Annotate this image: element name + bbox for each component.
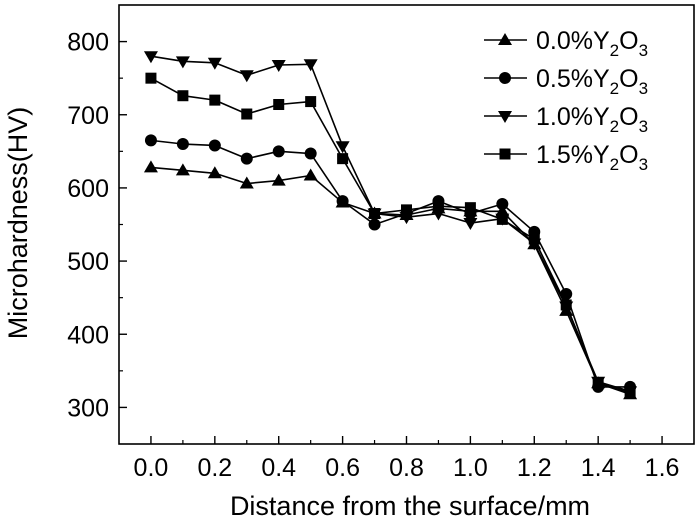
data-point — [495, 204, 510, 217]
legend-label: 1.5%Y2O3 — [536, 141, 648, 174]
data-point — [207, 166, 222, 179]
legend-entry: 1.5%Y2O3 — [484, 141, 648, 174]
data-point — [273, 99, 285, 111]
y-tick-label: 400 — [67, 321, 109, 349]
data-point — [464, 202, 476, 214]
data-point — [463, 218, 478, 231]
data-point — [303, 168, 318, 181]
legend-entry: 0.0%Y2O3 — [484, 27, 648, 60]
series-line — [150, 166, 631, 396]
series-0.0%Y2O3 — [143, 160, 638, 400]
x-tick-label: 1.6 — [645, 454, 680, 482]
x-tick-label: 0.0 — [134, 454, 169, 482]
series-1.5%Y2O3 — [145, 72, 636, 399]
data-point — [143, 160, 158, 173]
data-point — [304, 147, 317, 160]
data-point — [208, 139, 221, 152]
data-point — [303, 59, 318, 72]
data-point — [239, 176, 254, 189]
series-line — [150, 139, 631, 388]
data-point — [560, 299, 572, 311]
data-point — [144, 134, 157, 147]
legend-label-part: 0.5%Y — [536, 65, 610, 93]
data-point — [496, 198, 509, 211]
x-tick-label: 0.4 — [261, 454, 296, 482]
data-point — [177, 90, 189, 102]
legend-marker — [499, 148, 511, 160]
legend-label-part: 2 — [610, 117, 619, 136]
legend-label-part: O — [619, 103, 638, 131]
data-point — [369, 208, 381, 220]
data-point — [305, 96, 317, 108]
legend-label-part: 3 — [639, 117, 648, 136]
legend-label-part: 2 — [610, 155, 619, 174]
y-tick-label: 500 — [67, 248, 109, 276]
x-tick-label: 1.4 — [581, 454, 616, 482]
x-tick-label: 1.0 — [453, 454, 488, 482]
legend-label-part: 0.0%Y — [536, 27, 610, 55]
series-layer — [143, 51, 638, 400]
legend-label-part: 3 — [639, 41, 648, 60]
data-point — [143, 51, 158, 64]
legend-label-part: 2 — [610, 41, 619, 60]
legend-entry: 1.0%Y2O3 — [484, 103, 648, 136]
data-point — [335, 141, 350, 154]
x-tick-label: 1.2 — [517, 454, 552, 482]
x-tick-label: 0.8 — [389, 454, 424, 482]
legend-label-part: O — [619, 27, 638, 55]
legend-marker — [499, 72, 511, 84]
legend-label: 0.5%Y2O3 — [536, 65, 648, 98]
legend-label-part: 1.5%Y — [536, 141, 610, 169]
data-point — [401, 204, 412, 216]
legend-label: 0.0%Y2O3 — [536, 27, 648, 60]
data-point — [271, 59, 286, 72]
y-axis-title: Microhardness(HV) — [3, 107, 33, 340]
series-line — [150, 77, 631, 394]
legend-label-part: 3 — [639, 79, 648, 98]
data-point — [176, 138, 189, 151]
x-tick-label: 0.6 — [325, 454, 360, 482]
data-point — [271, 173, 286, 186]
data-point — [432, 200, 444, 212]
x-axis-ticks: 0.0 0.2 0.4 0.6 0.8 1.0 1.2 1.4 1.6 — [134, 436, 680, 482]
data-point — [368, 218, 381, 231]
data-point — [209, 94, 221, 106]
x-axis-title: Distance from the surface/mm — [230, 491, 590, 521]
legend-label-part: 3 — [639, 155, 648, 174]
legend-label-part: O — [619, 141, 638, 169]
y-tick-label: 300 — [67, 394, 109, 422]
data-point — [145, 72, 157, 84]
x-tick-label: 0.2 — [197, 454, 232, 482]
data-point — [337, 153, 349, 165]
legend-label-part: O — [619, 65, 638, 93]
data-point — [336, 195, 349, 208]
data-point — [239, 70, 254, 83]
data-point — [528, 233, 540, 245]
legend-label: 1.0%Y2O3 — [536, 103, 648, 136]
data-point — [175, 56, 190, 69]
data-point — [240, 152, 253, 165]
y-tick-label: 700 — [67, 102, 109, 130]
data-point — [207, 57, 222, 70]
legend-label-part: 1.0%Y — [536, 103, 610, 131]
y-tick-label: 600 — [67, 175, 109, 203]
legend-marker — [498, 111, 512, 123]
y-tick-label: 800 — [67, 29, 109, 57]
data-point — [592, 377, 604, 389]
data-point — [624, 387, 636, 399]
data-point — [175, 163, 190, 176]
legend-label-part: 2 — [610, 79, 619, 98]
legend-entry: 0.5%Y2O3 — [484, 65, 648, 98]
y-axis-ticks: 300 400 500 600 700 800 — [67, 29, 127, 422]
series-line — [150, 55, 631, 393]
legend-marker — [498, 33, 512, 45]
data-point — [496, 213, 508, 225]
data-point — [241, 108, 253, 120]
data-point — [272, 145, 285, 158]
